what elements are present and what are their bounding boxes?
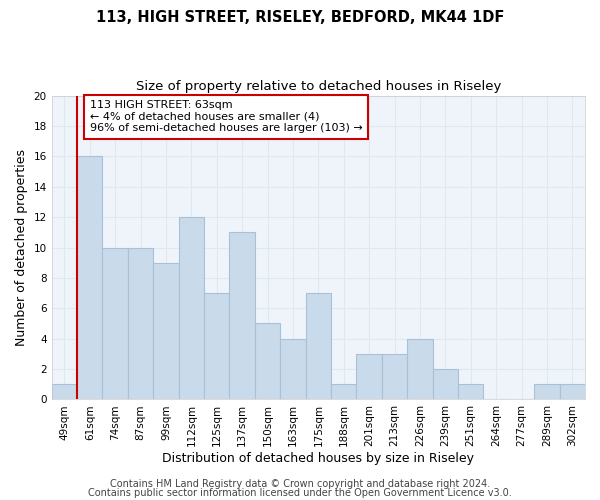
Text: 113, HIGH STREET, RISELEY, BEDFORD, MK44 1DF: 113, HIGH STREET, RISELEY, BEDFORD, MK44… [96,10,504,25]
Bar [128,248,153,400]
Bar [52,384,77,400]
Bar [153,262,179,400]
Y-axis label: Number of detached properties: Number of detached properties [15,149,28,346]
Bar [280,338,305,400]
Bar [458,384,484,400]
Bar [560,384,585,400]
Bar [305,293,331,400]
Bar [407,338,433,400]
X-axis label: Distribution of detached houses by size in Riseley: Distribution of detached houses by size … [163,452,475,465]
Bar [356,354,382,400]
Bar [204,293,229,400]
Bar [534,384,560,400]
Bar [229,232,255,400]
Bar [179,217,204,400]
Text: Contains public sector information licensed under the Open Government Licence v3: Contains public sector information licen… [88,488,512,498]
Bar [331,384,356,400]
Bar [255,324,280,400]
Bar [382,354,407,400]
Bar [433,369,458,400]
Bar [103,248,128,400]
Text: Contains HM Land Registry data © Crown copyright and database right 2024.: Contains HM Land Registry data © Crown c… [110,479,490,489]
Title: Size of property relative to detached houses in Riseley: Size of property relative to detached ho… [136,80,501,93]
Bar [77,156,103,400]
Text: 113 HIGH STREET: 63sqm
← 4% of detached houses are smaller (4)
96% of semi-detac: 113 HIGH STREET: 63sqm ← 4% of detached … [90,100,362,134]
